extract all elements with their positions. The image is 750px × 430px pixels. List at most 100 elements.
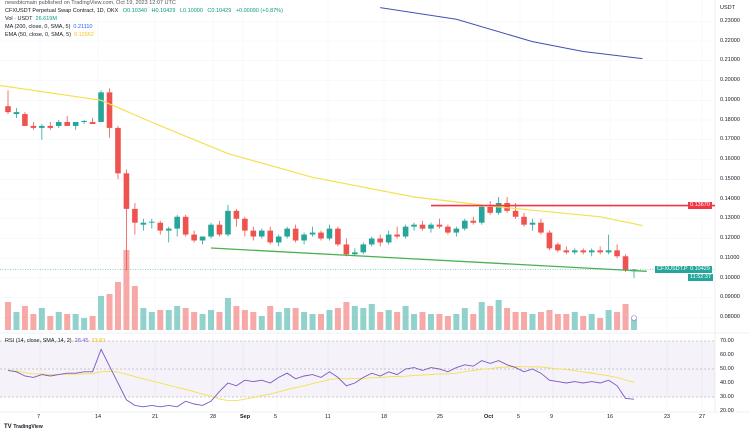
price-tick: 0.16000 xyxy=(720,156,740,162)
candle-down xyxy=(64,121,71,126)
candle-down xyxy=(89,121,96,124)
volume-bar xyxy=(199,314,206,330)
volume-bar xyxy=(504,308,511,330)
candle-up xyxy=(149,221,155,223)
volume-bar xyxy=(554,314,561,330)
candle-down xyxy=(622,256,629,271)
volume-bar xyxy=(182,308,189,330)
candle-up xyxy=(39,125,45,128)
rsi-tick: 20.00 xyxy=(720,407,734,414)
volume-bar xyxy=(157,310,164,330)
candle-down xyxy=(292,228,299,241)
time-tick: 25 xyxy=(437,414,444,420)
candle-up xyxy=(605,250,612,253)
candle-up xyxy=(55,121,62,126)
candle-up xyxy=(140,222,147,225)
candle-down xyxy=(5,106,11,113)
time-tick: 9 xyxy=(550,414,554,420)
rsi-legend[interactable]: RSI (14, close, SMA, 14, 2) 28.45 33.83 xyxy=(5,338,108,344)
volume-bar xyxy=(394,312,401,330)
volume-legend[interactable]: Vol · USDT 26.619M xyxy=(5,16,60,22)
rsi-tick: 70.00 xyxy=(720,337,734,344)
volume-bar xyxy=(427,314,434,330)
ema-value: 0.12662 xyxy=(74,32,94,38)
price-tick: 0.19000 xyxy=(720,96,740,103)
time-tick: 5 xyxy=(517,414,521,420)
candle-down xyxy=(343,244,350,255)
candle-up xyxy=(275,236,282,243)
price-tick: 0.11000 xyxy=(720,254,740,261)
volume-bar xyxy=(537,312,544,330)
candle-down xyxy=(504,202,510,211)
candle-up xyxy=(588,250,595,253)
volume-bar xyxy=(258,316,265,330)
symbol-title[interactable]: CFXUSDT Perpetual Swap Contract, 1D, OKX xyxy=(5,8,119,14)
price-unit-label: USDT xyxy=(720,5,735,11)
tradingview-logo[interactable]: TV TradingView xyxy=(4,424,43,430)
volume-bar xyxy=(250,312,257,330)
candle-up xyxy=(529,222,536,225)
volume-bar xyxy=(461,308,468,330)
candle-up xyxy=(428,224,434,229)
candle-down xyxy=(157,222,164,231)
symbol-legend: CFXUSDT Perpetual Swap Contract, 1D, OKX… xyxy=(5,8,286,14)
candle-up xyxy=(72,121,79,126)
rsi-tick: 40.00 xyxy=(720,379,734,386)
candle-down xyxy=(377,238,384,243)
volume-bar xyxy=(529,314,536,330)
volume-bar xyxy=(106,294,113,330)
candle-up xyxy=(368,238,375,245)
volume-label: Vol · USDT xyxy=(5,16,33,22)
volume-bar xyxy=(411,314,418,330)
time-tick: 18 xyxy=(381,414,388,420)
candle-up xyxy=(98,92,104,122)
volume-bar xyxy=(597,318,604,330)
volume-bar xyxy=(55,312,62,330)
low-value: L0.10000 xyxy=(179,8,203,14)
candle-down xyxy=(191,234,197,241)
volume-bar xyxy=(5,302,11,330)
volume-bar xyxy=(131,286,138,330)
price-tick: 0.21000 xyxy=(720,57,740,64)
time-tick: 5 xyxy=(274,414,278,420)
ema50-line xyxy=(0,84,643,227)
candle-down xyxy=(182,216,189,235)
candle-down xyxy=(521,216,527,225)
volume-bar xyxy=(174,306,181,330)
volume-bar xyxy=(165,310,172,330)
candle-up xyxy=(453,228,460,233)
volume-bar xyxy=(21,306,28,330)
candle-down xyxy=(267,230,274,243)
time-tick: 14 xyxy=(95,414,102,420)
candle-down xyxy=(250,230,257,237)
countdown-tag: 11:52:37 xyxy=(688,274,714,281)
volume-value: 26.619M xyxy=(35,16,57,22)
price-tick: 0.09000 xyxy=(720,294,740,301)
rsi-tick: 30.00 xyxy=(720,393,734,400)
open-value: O0.10340 xyxy=(122,8,148,14)
volume-bar xyxy=(580,316,587,330)
candle-down xyxy=(445,226,451,233)
volume-bar xyxy=(622,304,629,330)
plot-background xyxy=(0,0,715,430)
ma-value: 0.21110 xyxy=(73,24,93,30)
candle-down xyxy=(487,206,493,213)
candle-down xyxy=(106,92,113,128)
volume-bar xyxy=(470,314,477,330)
price-tick: 0.14000 xyxy=(720,195,740,202)
candle-down xyxy=(555,244,561,251)
candle-up xyxy=(301,234,307,241)
ema-legend[interactable]: EMA (50, close, 0, SMA, 5) 0.12662 xyxy=(5,32,97,38)
rsi-tick: 50.00 xyxy=(720,365,734,372)
ma-legend[interactable]: MA (200, close, 0, SMA, 5) 0.21110 xyxy=(5,24,96,30)
candle-up xyxy=(284,228,290,237)
volume-bar xyxy=(436,314,443,330)
volume-bar xyxy=(284,308,291,330)
candle-up xyxy=(462,220,468,229)
time-tick: 11 xyxy=(325,414,331,420)
time-tick: 7 xyxy=(37,414,41,420)
high-value: H0.10429 xyxy=(151,8,176,14)
volume-bar xyxy=(318,314,324,330)
volume-bar xyxy=(224,298,231,330)
